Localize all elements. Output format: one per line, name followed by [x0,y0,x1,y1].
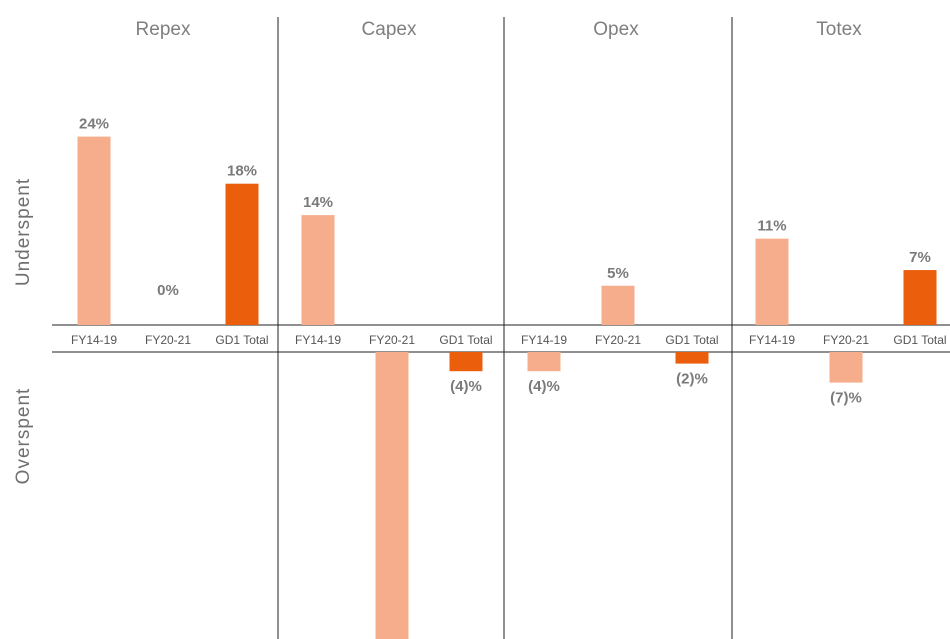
category-label-totex-1: FY20-21 [823,333,869,347]
panel-title-totex: Totex [816,19,862,40]
overspent-label: Overspent [13,388,34,485]
value-label-capex-2: (4)% [450,378,482,395]
underspent-label: Underspent [13,178,34,286]
category-label-opex-2: GD1 Total [665,333,718,347]
category-label-repex-0: FY14-19 [71,333,117,347]
value-label-totex-0: 11% [757,218,786,235]
category-label-totex-0: FY14-19 [749,333,795,347]
value-label-capex-0: 14% [303,194,333,211]
value-label-totex-2: 7% [909,249,931,266]
bar-totex-0 [755,238,789,325]
category-label-capex-2: GD1 Total [439,333,492,347]
bar-totex-1 [829,352,863,383]
category-label-totex-2: GD1 Total [893,333,946,347]
category-label-opex-1: FY20-21 [595,333,641,347]
value-label-totex-1: (7)% [830,390,862,407]
category-label-repex-1: FY20-21 [145,333,191,347]
value-label-opex-1: 5% [607,265,629,282]
bar-totex-2 [903,270,937,325]
bar-capex-1 [375,352,409,639]
value-label-opex-2: (2)% [676,371,708,388]
category-label-repex-2: GD1 Total [215,333,268,347]
category-label-capex-1: FY20-21 [369,333,415,347]
value-label-repex-0: 24% [79,116,109,133]
panel-title-capex: Capex [362,19,417,40]
category-label-capex-0: FY14-19 [295,333,341,347]
value-label-repex-2: 18% [227,163,257,180]
value-label-repex-1: 0% [157,282,179,299]
panel-title-repex: Repex [136,19,191,40]
bar-opex-2 [675,352,709,364]
bar-repex-0 [77,136,111,325]
panel-title-opex: Opex [593,19,639,40]
category-label-opex-0: FY14-19 [521,333,567,347]
bar-capex-2 [449,352,483,372]
bar-capex-0 [301,215,335,325]
bar-opex-1 [601,285,635,325]
value-label-opex-0: (4)% [528,378,560,395]
bar-opex-0 [527,352,561,372]
bar-repex-2 [225,183,259,325]
